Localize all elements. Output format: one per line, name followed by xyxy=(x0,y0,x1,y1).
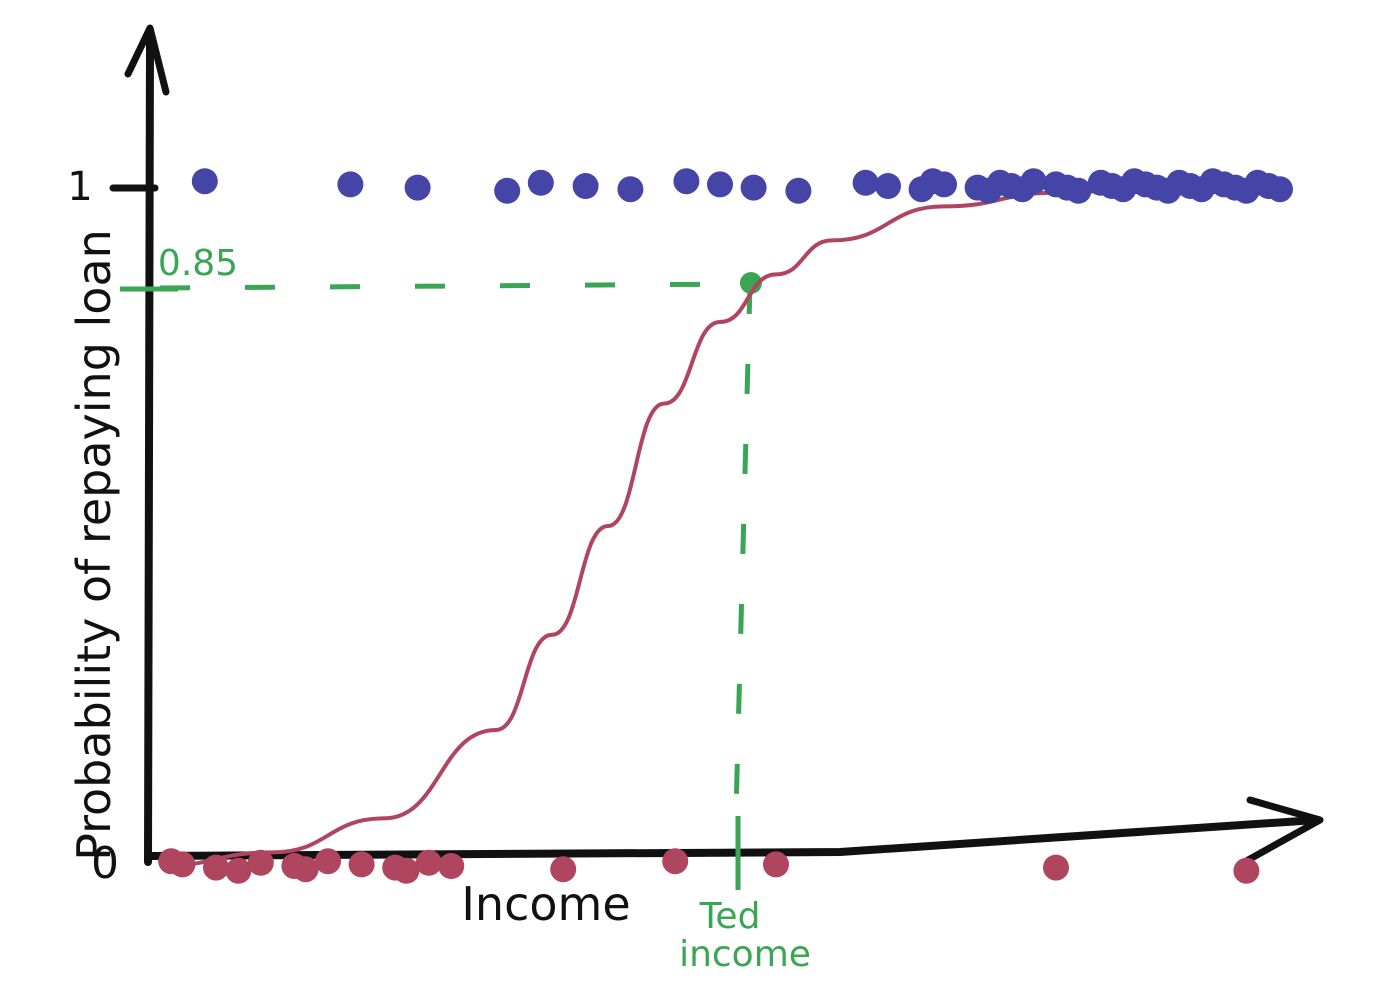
highlight-x-label-line2: income xyxy=(679,934,811,975)
not-repaid-point xyxy=(438,853,465,879)
not-repaid-point xyxy=(763,851,789,878)
repaid-point xyxy=(572,173,599,199)
not-repaid-point xyxy=(348,851,375,878)
repaid-point xyxy=(617,176,644,203)
not-repaid-point xyxy=(550,856,577,883)
highlight-vertical-dashed-line xyxy=(733,283,753,813)
repaid-point xyxy=(875,173,901,199)
y-axis-label: Probability of repaying loan xyxy=(67,229,121,861)
logistic-curve-layer xyxy=(159,183,1280,868)
repaid-point xyxy=(785,177,812,204)
repaid-point xyxy=(1020,168,1047,195)
not-repaid-point xyxy=(225,857,252,884)
highlight-y-label: 0.85 xyxy=(158,243,238,284)
not-repaid-point xyxy=(292,856,319,883)
y-axis-arrowhead xyxy=(124,24,170,96)
repaid-point xyxy=(494,177,521,204)
highlight-x-label-line1: Ted xyxy=(699,896,761,937)
repaid-point xyxy=(1267,176,1293,203)
not-repaid-point xyxy=(662,848,689,875)
y-axis-line xyxy=(144,36,154,866)
repaid-point xyxy=(852,169,879,196)
repaid-point xyxy=(673,168,700,195)
repaid-point xyxy=(931,171,957,198)
logistic-curve xyxy=(159,183,1280,868)
repaid-point xyxy=(1065,177,1092,204)
x-axis-label: Income xyxy=(461,877,630,931)
axes xyxy=(109,24,1324,866)
not-repaid-point xyxy=(247,849,274,876)
repaid-point xyxy=(337,171,364,198)
not-repaid-point xyxy=(203,854,229,881)
highlight-guides xyxy=(120,272,762,890)
y-tick-label-0: 0 xyxy=(91,838,119,889)
not-repaid-point xyxy=(415,849,442,876)
y-tick-label-1: 1 xyxy=(67,164,92,210)
not-repaid-point xyxy=(393,857,420,884)
repaid-point xyxy=(707,171,733,198)
repaid-point xyxy=(740,174,767,201)
repaid-points xyxy=(191,168,1293,204)
not-repaid-points xyxy=(158,848,1260,884)
repaid-point xyxy=(404,174,431,201)
repaid-point xyxy=(191,168,218,195)
highlight-horizontal-dashed-line xyxy=(159,281,751,291)
x-axis-arrowhead xyxy=(1244,796,1324,864)
not-repaid-point xyxy=(1043,854,1069,881)
not-repaid-point xyxy=(169,851,196,878)
not-repaid-point xyxy=(315,848,341,875)
x-axis-line xyxy=(146,816,1320,860)
not-repaid-point xyxy=(1233,857,1260,884)
repaid-point xyxy=(527,169,554,196)
